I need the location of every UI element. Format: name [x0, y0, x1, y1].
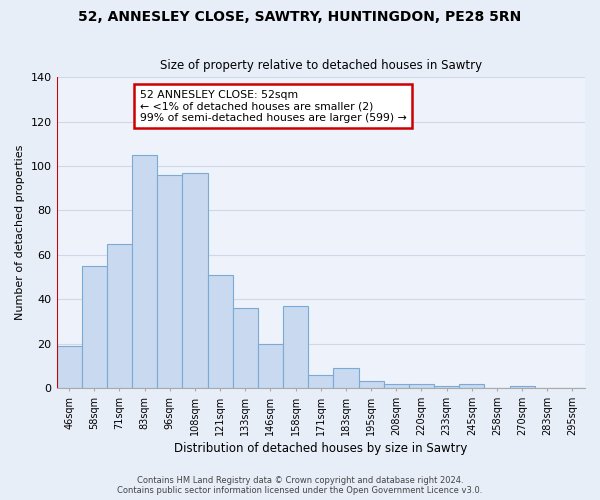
- Bar: [233, 308, 258, 388]
- Y-axis label: Number of detached properties: Number of detached properties: [15, 145, 25, 320]
- Bar: [132, 155, 157, 388]
- Bar: [334, 368, 359, 388]
- Title: Size of property relative to detached houses in Sawtry: Size of property relative to detached ho…: [160, 59, 482, 72]
- Bar: [308, 374, 334, 388]
- Bar: [157, 175, 182, 388]
- Bar: [509, 386, 535, 388]
- Bar: [409, 384, 434, 388]
- Text: Contains HM Land Registry data © Crown copyright and database right 2024.
Contai: Contains HM Land Registry data © Crown c…: [118, 476, 482, 495]
- Text: 52 ANNESLEY CLOSE: 52sqm
← <1% of detached houses are smaller (2)
99% of semi-de: 52 ANNESLEY CLOSE: 52sqm ← <1% of detach…: [140, 90, 407, 123]
- Bar: [208, 275, 233, 388]
- Bar: [283, 306, 308, 388]
- Text: 52, ANNESLEY CLOSE, SAWTRY, HUNTINGDON, PE28 5RN: 52, ANNESLEY CLOSE, SAWTRY, HUNTINGDON, …: [79, 10, 521, 24]
- Bar: [383, 384, 409, 388]
- Bar: [56, 346, 82, 388]
- Bar: [182, 173, 208, 388]
- Bar: [258, 344, 283, 388]
- X-axis label: Distribution of detached houses by size in Sawtry: Distribution of detached houses by size …: [174, 442, 467, 455]
- Bar: [82, 266, 107, 388]
- Bar: [434, 386, 459, 388]
- Bar: [107, 244, 132, 388]
- Bar: [359, 382, 383, 388]
- Bar: [459, 384, 484, 388]
